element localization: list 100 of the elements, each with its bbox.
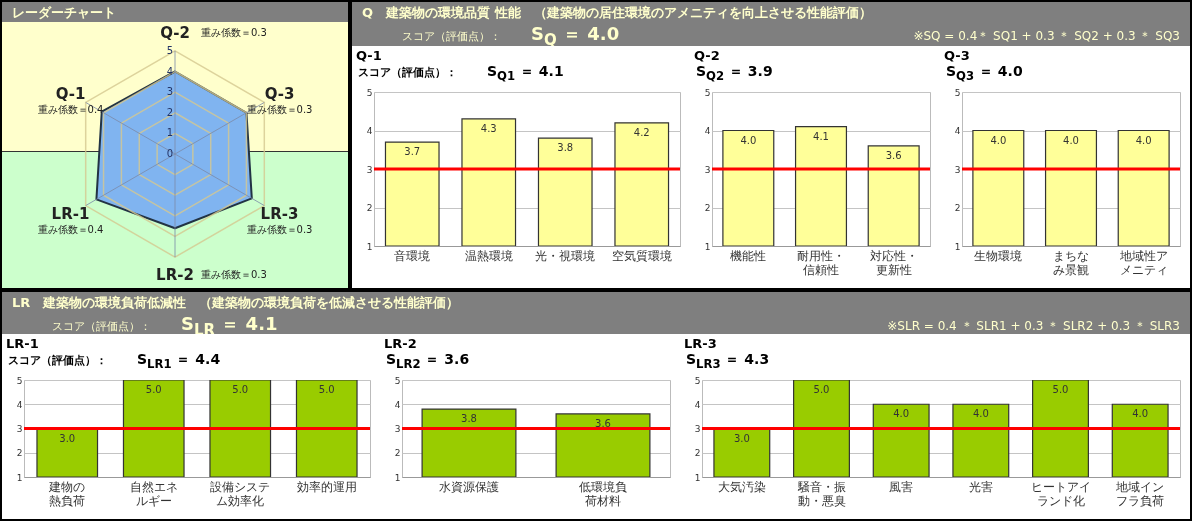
chart-title: LR-2	[383, 335, 418, 351]
x-tick-label: ヒートアイランド化	[1030, 479, 1091, 508]
y-tick-label: 2	[954, 203, 961, 213]
data-label: 5.0	[1052, 384, 1069, 395]
y-tick-label: 4	[954, 126, 961, 136]
y-tick-label: 5	[16, 375, 23, 386]
text: S$_{Q2}$ ＝ 3.9	[696, 63, 773, 83]
data-label: 3.0	[59, 432, 76, 444]
spoke-label: Q-3	[264, 84, 295, 103]
text: S$_{LR}$ ＝ 4.1	[181, 312, 278, 336]
y-tick-label: 1	[954, 241, 961, 252]
text: S$_{LR2}$ ＝ 3.6	[386, 351, 470, 371]
x-tick-label: 建物の熱負荷	[48, 479, 86, 508]
text: Q 建築物の環境品質 性能 （建築物の居住環境のアメニティを向上させる性能評価）	[362, 4, 873, 22]
x-tick-label: 空気質環境	[611, 248, 672, 263]
x-tick-label: 対応性・更新性	[869, 248, 918, 277]
data-label: 3.0	[733, 432, 750, 444]
y-tick-label: 5	[954, 87, 961, 98]
y-tick-label: 1	[704, 241, 711, 252]
data-label: 4.0	[893, 408, 910, 420]
text: ※SQ = 0.4＊ SQ1 + 0.3 ＊ SQ2 + 0.3 ＊ SQ3	[913, 28, 1180, 45]
y-tick-label: 2	[394, 448, 401, 459]
data-label: 4.0	[1132, 408, 1149, 420]
x-tick-label: 風害	[889, 479, 914, 494]
text: 重み係数＝0.4	[37, 224, 104, 236]
chart-title: Q-2	[693, 47, 721, 63]
data-label: 4.0	[1063, 134, 1079, 146]
x-tick-label: 耐用性・信頼性	[797, 248, 845, 277]
data-label: 5.0	[145, 384, 162, 395]
y-tick-label: 2	[166, 106, 174, 118]
chart-title: Q-1	[356, 48, 382, 63]
text: S$_{Q3}$ ＝ 4.0	[946, 63, 1023, 83]
x-tick-label: 自然エネルギー	[129, 479, 178, 508]
text: S$_{LR3}$ ＝ 4.3	[686, 351, 770, 371]
y-tick-label: 1	[16, 472, 23, 483]
spoke-label: Q-1	[55, 84, 86, 103]
y-tick-label: 5	[166, 44, 174, 56]
text: スコア（評価点）：	[402, 29, 501, 44]
y-tick-label: 4	[166, 65, 174, 77]
text: S$_{Q}$ ＝ 4.0	[531, 22, 620, 48]
y-tick-label: 2	[704, 203, 711, 213]
y-tick-label: 3	[166, 86, 174, 98]
spoke-label: LR-1	[51, 205, 90, 224]
text: 重み係数＝0.3	[201, 268, 267, 280]
chart-title: LR-1	[6, 336, 39, 351]
spoke-label: LR-3	[260, 205, 299, 224]
y-tick-label: 3	[366, 164, 373, 175]
x-tick-label: 光害	[968, 479, 993, 494]
y-tick-label: 5	[694, 375, 701, 386]
y-tick-label: 1	[366, 241, 373, 252]
data-label: 4.1	[813, 130, 829, 142]
y-tick-label: 4	[704, 126, 711, 136]
x-tick-label: 音環境	[394, 248, 431, 263]
y-tick-label: 2	[366, 203, 373, 213]
data-label: 4.0	[740, 134, 757, 146]
data-label: 3.8	[557, 142, 574, 154]
x-tick-label: 騒音・振動・悪臭	[796, 479, 846, 508]
y-tick-label: 4	[366, 126, 373, 136]
data-label: 4.0	[1135, 134, 1152, 146]
data-label: 4.2	[633, 126, 650, 138]
data-label: 3.6	[885, 149, 902, 161]
y-tick-label: 1	[166, 127, 174, 139]
y-tick-label: 1	[694, 472, 701, 483]
y-tick-label: 4	[694, 399, 701, 410]
y-tick-label: 5	[394, 375, 401, 386]
y-tick-label: 3	[394, 424, 401, 434]
y-tick-label: 2	[694, 448, 701, 459]
text: ※SLR = 0.4 ＊ SLR1 + 0.3 ＊ SLR2 + 0.3 ＊ SLR3	[887, 318, 1180, 335]
data-label: 5.0	[232, 384, 249, 395]
text: 重み係数＝0.3	[246, 103, 313, 115]
y-tick-label: 0	[166, 148, 174, 159]
x-tick-label: 温熱環境	[464, 248, 513, 263]
text: S$_{Q1}$ ＝ 4.1	[487, 63, 564, 83]
x-tick-label: 効率的運用	[296, 479, 357, 494]
x-tick-label: 地域性アメニティ	[1118, 248, 1168, 277]
y-tick-label: 5	[366, 87, 373, 98]
x-tick-label: まちなみ景観	[1053, 248, 1089, 277]
x-tick-label: 機能性	[730, 248, 767, 263]
text: LR 建築物の環境負荷低減性 （建築物の環境負荷を低減させる性能評価）	[12, 294, 461, 312]
y-tick-label: 3	[16, 424, 23, 434]
y-tick-label: 3	[704, 164, 711, 175]
y-tick-label: 4	[394, 399, 401, 410]
y-tick-label: 5	[704, 87, 711, 98]
x-tick-label: 設備システム効率化	[210, 479, 271, 508]
data-label: 4.3	[480, 122, 497, 134]
x-tick-label: 低環境負荷材料	[579, 479, 627, 508]
spoke-label: Q-2	[160, 24, 190, 43]
text: S$_{LR1}$ ＝ 4.4	[137, 351, 221, 371]
text: 重み係数＝0.4	[37, 103, 104, 115]
y-tick-label: 4	[16, 399, 23, 410]
data-label: 3.8	[461, 413, 477, 425]
text: 重み係数＝0.3	[201, 27, 267, 39]
data-label: 3.6	[595, 417, 611, 429]
x-tick-label: 光・視環境	[535, 248, 596, 263]
data-label: 4.0	[990, 134, 1007, 146]
x-tick-label: 大気汚染	[717, 479, 766, 494]
data-label: 3.7	[404, 146, 421, 158]
chart-subtitle: スコア（評価点）：	[358, 65, 457, 80]
chart-title: Q-3	[943, 47, 971, 63]
spoke-label: LR-2	[156, 265, 194, 284]
